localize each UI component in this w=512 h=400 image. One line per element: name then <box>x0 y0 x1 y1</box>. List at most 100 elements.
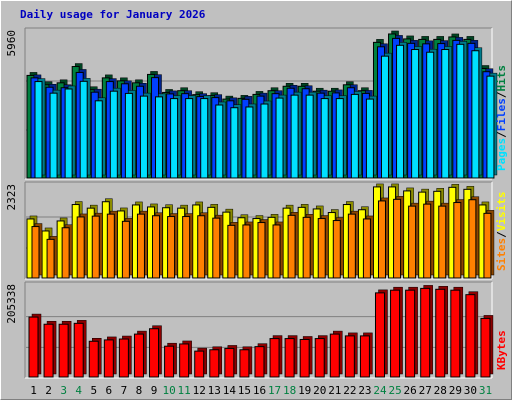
visits-sites-bar-sites-7 <box>121 220 130 279</box>
hits-files-pages-bar-pages-1 <box>34 81 43 179</box>
chart-title: Daily usage for January 2026 <box>20 8 206 21</box>
x-tick-label-4: 4 <box>75 384 82 397</box>
hits-files-pages-bar-pages-11 <box>185 98 194 179</box>
hits-files-pages-bar-pages-16 <box>260 103 269 179</box>
x-tick-label-7: 7 <box>121 384 128 397</box>
visits-sites-bar-sites-26 <box>408 205 417 279</box>
kbytes-bar-kbytes-22 <box>344 335 355 378</box>
x-tick-label-18: 18 <box>283 384 296 397</box>
x-tick-label-16: 16 <box>253 384 266 397</box>
kbytes-bar-kbytes-5 <box>88 340 99 378</box>
kbytes-bar-kbytes-11 <box>179 343 190 378</box>
kbytes-bar-kbytes-7 <box>118 338 129 378</box>
hits-files-pages-bar-pages-28 <box>441 49 450 179</box>
kbytes-bar-kbytes-31 <box>480 317 491 378</box>
visits-sites-bar-sites-20 <box>317 218 326 279</box>
visits-sites-bar-sites-16 <box>257 222 266 279</box>
kbytes-bar-kbytes-18 <box>284 338 295 378</box>
hits-files-pages-bar-pages-9 <box>155 96 164 179</box>
hits-files-pages-bar-pages-25 <box>396 44 405 179</box>
kbytes-bar-kbytes-25 <box>390 289 401 378</box>
kbytes-bar-kbytes-14 <box>224 347 235 378</box>
hits-files-pages-bar-pages-23 <box>365 98 374 179</box>
visits-sites-bar-sites-8 <box>136 213 145 279</box>
visits-sites-bar-sites-18 <box>287 214 296 279</box>
kbytes-bar-kbytes-8 <box>133 333 144 378</box>
x-tick-label-22: 22 <box>343 384 356 397</box>
x-tick-label-26: 26 <box>404 384 417 397</box>
hits-files-pages-bar-pages-26 <box>411 49 420 179</box>
x-tick-label-24: 24 <box>373 384 387 397</box>
x-tick-label-12: 12 <box>193 384 206 397</box>
x-tick-label-5: 5 <box>90 384 97 397</box>
visits-sites-bar-sites-25 <box>393 198 402 279</box>
visits-sites-bar-sites-15 <box>242 224 251 279</box>
x-tick-label-21: 21 <box>328 384 341 397</box>
visits-sites-bar-sites-31 <box>483 212 492 279</box>
visits-sites-bar-sites-13 <box>212 217 221 279</box>
visits-sites-bar-sites-29 <box>453 202 462 279</box>
kbytes-bar-kbytes-26 <box>405 289 416 378</box>
hits-files-pages-bar-pages-8 <box>139 95 148 179</box>
hits-files-pages-bar-pages-13 <box>215 104 224 179</box>
x-tick-label-27: 27 <box>419 384 432 397</box>
kbytes-bar-kbytes-9 <box>149 328 160 378</box>
hits-files-pages-legend-files: Files <box>495 98 508 131</box>
visits-sites-bar-sites-2 <box>46 238 55 279</box>
visits-sites-legend: Sites/Visits <box>495 192 508 272</box>
kbytes-bar-kbytes-28 <box>435 288 446 378</box>
kbytes-bar-kbytes-12 <box>194 350 205 378</box>
x-tick-label-8: 8 <box>136 384 143 397</box>
hits-files-pages-max-label: 5960 <box>5 30 18 57</box>
visits-sites-max-label: 2323 <box>5 184 18 211</box>
kbytes-bar-kbytes-1 <box>28 316 39 378</box>
visits-sites-bar-sites-5 <box>91 215 100 279</box>
x-tick-label-11: 11 <box>178 384 191 397</box>
kbytes-bar-kbytes-23 <box>359 335 370 378</box>
visits-sites-bar-sites-12 <box>197 215 206 279</box>
x-tick-label-23: 23 <box>358 384 371 397</box>
visits-sites-bar-sites-23 <box>362 218 371 279</box>
x-tick-label-1: 1 <box>30 384 37 397</box>
visits-sites-bar-sites-11 <box>182 216 191 279</box>
kbytes-bar-kbytes-29 <box>450 289 461 378</box>
kbytes-legend-kbytes: KBytes <box>495 330 508 370</box>
x-tick-label-20: 20 <box>313 384 326 397</box>
x-tick-label-2: 2 <box>45 384 52 397</box>
visits-sites-bar-sites-28 <box>438 205 447 279</box>
visits-sites-bar-sites-4 <box>76 216 85 279</box>
hits-files-pages-bar-pages-22 <box>350 93 359 179</box>
kbytes-bar-kbytes-19 <box>299 338 310 378</box>
x-tick-label-29: 29 <box>449 384 462 397</box>
hits-files-pages-bar-pages-15 <box>245 106 254 179</box>
kbytes-bar-kbytes-4 <box>73 322 84 378</box>
visits-sites-legend-visits: Visits <box>495 192 508 232</box>
hits-files-pages-bar-pages-2 <box>49 92 58 179</box>
hits-files-pages-bar-pages-31 <box>486 75 495 179</box>
x-tick-label-17: 17 <box>268 384 281 397</box>
hits-files-pages-bar-pages-3 <box>64 88 73 179</box>
kbytes-legend: KBytes <box>495 330 508 370</box>
hits-files-pages-bar-pages-14 <box>230 107 239 179</box>
x-tick-label-6: 6 <box>106 384 113 397</box>
hits-files-pages-bar-pages-12 <box>200 98 209 179</box>
hits-files-pages-legend-separator: / <box>495 131 508 138</box>
visits-sites-bar-sites-6 <box>106 213 115 279</box>
kbytes-bar-kbytes-16 <box>254 346 265 378</box>
visits-sites-bar-sites-17 <box>272 224 281 279</box>
kbytes-bar-kbytes-3 <box>58 323 69 378</box>
x-tick-label-15: 15 <box>238 384 251 397</box>
visits-sites-bar-sites-10 <box>167 216 176 279</box>
hits-files-pages-bar-pages-24 <box>380 55 389 179</box>
hits-files-pages-legend-separator: / <box>495 91 508 98</box>
kbytes-max-label: 205338 <box>5 284 18 324</box>
x-tick-label-28: 28 <box>434 384 447 397</box>
hits-files-pages-bar-pages-7 <box>124 92 133 179</box>
x-tick-label-30: 30 <box>464 384 477 397</box>
visits-sites-bar-sites-21 <box>332 220 341 279</box>
hits-files-pages-bar-pages-19 <box>305 94 314 179</box>
hits-files-pages-bar-pages-17 <box>275 97 284 179</box>
visits-sites-bar-sites-1 <box>31 226 40 279</box>
x-tick-label-14: 14 <box>223 384 237 397</box>
visits-sites-legend-sites: Sites <box>495 238 508 271</box>
